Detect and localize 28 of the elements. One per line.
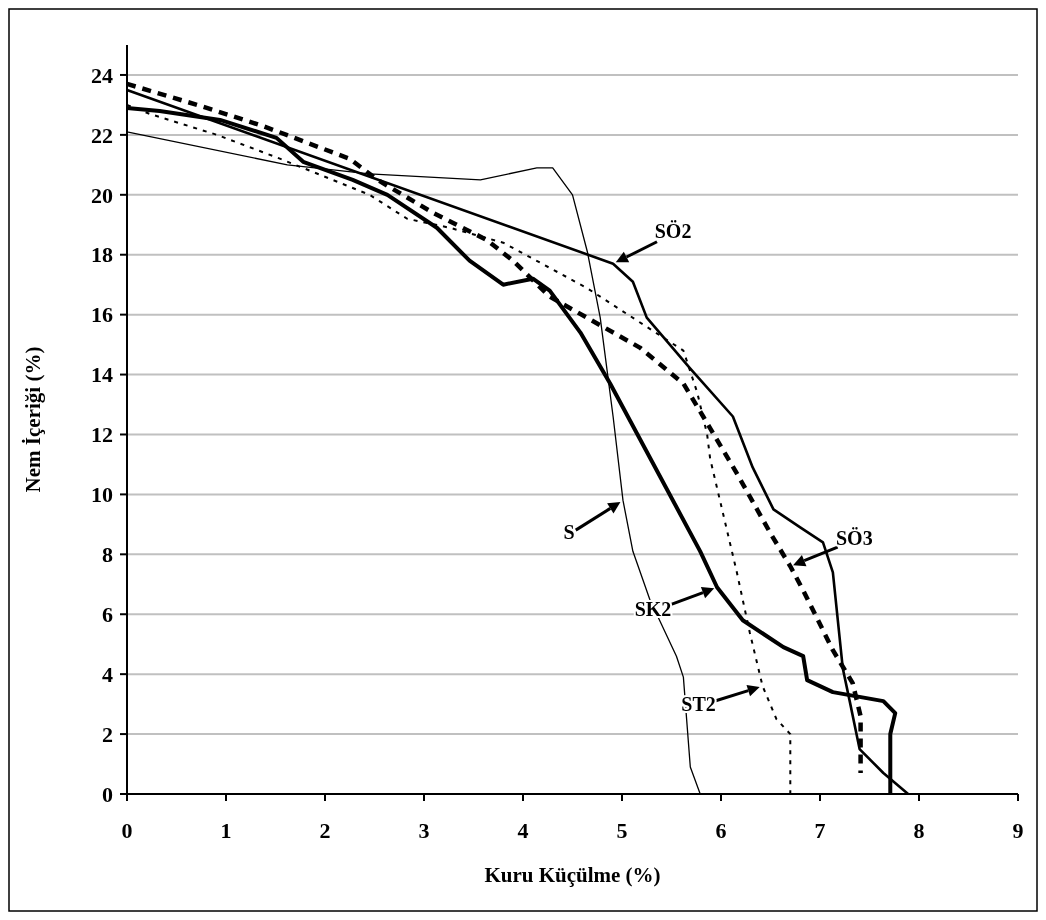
- y-tick-label: 2: [102, 721, 113, 747]
- y-tick-label: 10: [91, 482, 113, 508]
- x-tick-label: 5: [616, 818, 628, 843]
- y-tick-label: 12: [91, 422, 113, 448]
- y-tick-label: 14: [91, 362, 113, 388]
- x-tick-label: 6: [715, 818, 727, 843]
- x-tick-label: 1: [220, 818, 232, 843]
- y-axis-title: Nem İçeriği (%): [21, 346, 45, 493]
- x-axis-title: Kuru Küçülme (%): [484, 863, 661, 887]
- y-tick-label: 16: [91, 302, 113, 328]
- annotation: SÖ2: [654, 220, 692, 243]
- x-tick-label: 9: [1012, 818, 1024, 843]
- y-tick-label: 8: [102, 542, 113, 568]
- annotation: S: [563, 520, 575, 543]
- x-tick-label: 7: [814, 818, 826, 843]
- y-tick-label: 24: [91, 62, 113, 88]
- y-tick-label: 20: [91, 182, 113, 208]
- y-tick-label: 6: [102, 601, 113, 627]
- y-tick-label: 4: [102, 661, 113, 687]
- y-tick-label: 22: [91, 122, 113, 148]
- x-tick-label: 0: [121, 818, 133, 843]
- y-tick-label: 18: [91, 242, 113, 268]
- x-tick-label: 8: [913, 818, 925, 843]
- x-tick-label: 2: [319, 818, 331, 843]
- x-tick-label: 4: [517, 818, 529, 843]
- y-tick-label: 0: [102, 781, 113, 807]
- x-tick-label: 3: [418, 818, 430, 843]
- annotation: SÖ3: [835, 526, 873, 549]
